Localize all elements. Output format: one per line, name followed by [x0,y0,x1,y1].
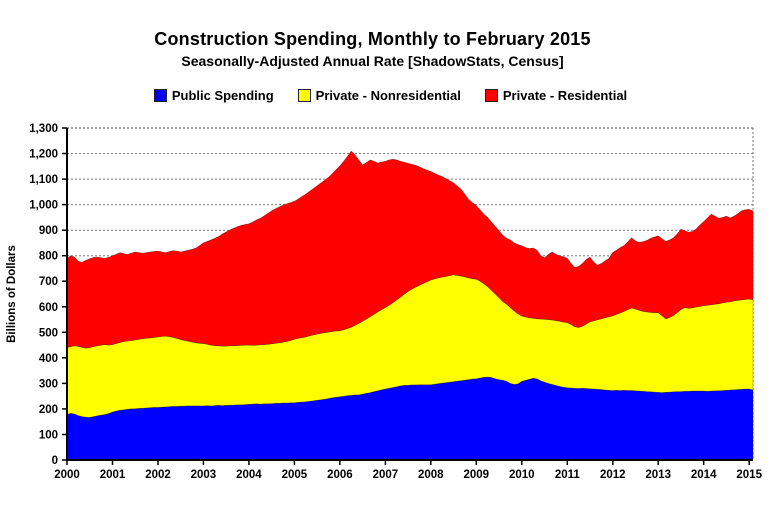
legend-item-residential: Private - Residential [484,88,628,103]
y-tick-label: 1,200 [29,149,58,161]
private-residential-swatch-icon [484,89,498,102]
private-nonresidential-swatch-icon [297,89,311,102]
page-title: Construction Spending, Monthly to Februa… [154,29,591,49]
x-tick-label: 2010 [509,469,535,481]
x-tick-label: 2013 [645,469,671,481]
y-tick-label: 100 [39,430,58,442]
x-tick-label: 2014 [691,469,717,481]
x-tick-label: 2009 [464,469,490,481]
y-tick-label: 700 [39,276,58,288]
y-tick-label: 300 [39,378,58,390]
page-subtitle: Seasonally-Adjusted Annual Rate [ShadowS… [181,53,564,69]
x-tick-label: 2007 [373,469,399,481]
y-tick-label: 800 [39,251,58,263]
y-tick-label: 500 [39,327,58,339]
x-tick-label: 2000 [54,469,80,481]
legend-item-nonresidential: Private - Nonresidential [297,88,461,103]
x-tick-label: 2012 [600,469,626,481]
legend-label-residential: Private - Residential [502,88,628,103]
area-private-residential [66,150,754,349]
y-tick-label: 1,100 [29,174,58,186]
x-tick-label: 2003 [191,469,217,481]
y-tick-label: 600 [39,302,58,314]
public-spending-swatch-icon [153,89,167,102]
y-tick-label: 400 [39,353,58,365]
legend-label-nonresidential: Private - Nonresidential [315,88,461,103]
y-tick-label: 900 [39,225,58,237]
x-tick-label: 2002 [145,469,171,481]
legend: Public Spending Private - Nonresidential… [0,88,781,103]
legend-label-public: Public Spending [171,88,274,103]
y-tick-label: 1,300 [29,123,58,135]
x-tick-label: 2004 [236,469,262,481]
y-tick-label: 1,000 [29,200,58,212]
x-tick-label: 2001 [100,469,126,481]
legend-item-public: Public Spending [153,88,274,103]
x-tick-label: 2015 [736,469,762,481]
y-tick-label: 200 [39,404,58,416]
y-axis-title: Billions of Dollars [6,245,18,343]
x-tick-label: 2005 [282,469,308,481]
x-tick-label: 2011 [555,469,581,481]
y-tick-label: 0 [52,455,58,467]
x-tick-label: 2008 [418,469,444,481]
x-tick-label: 2006 [327,469,353,481]
